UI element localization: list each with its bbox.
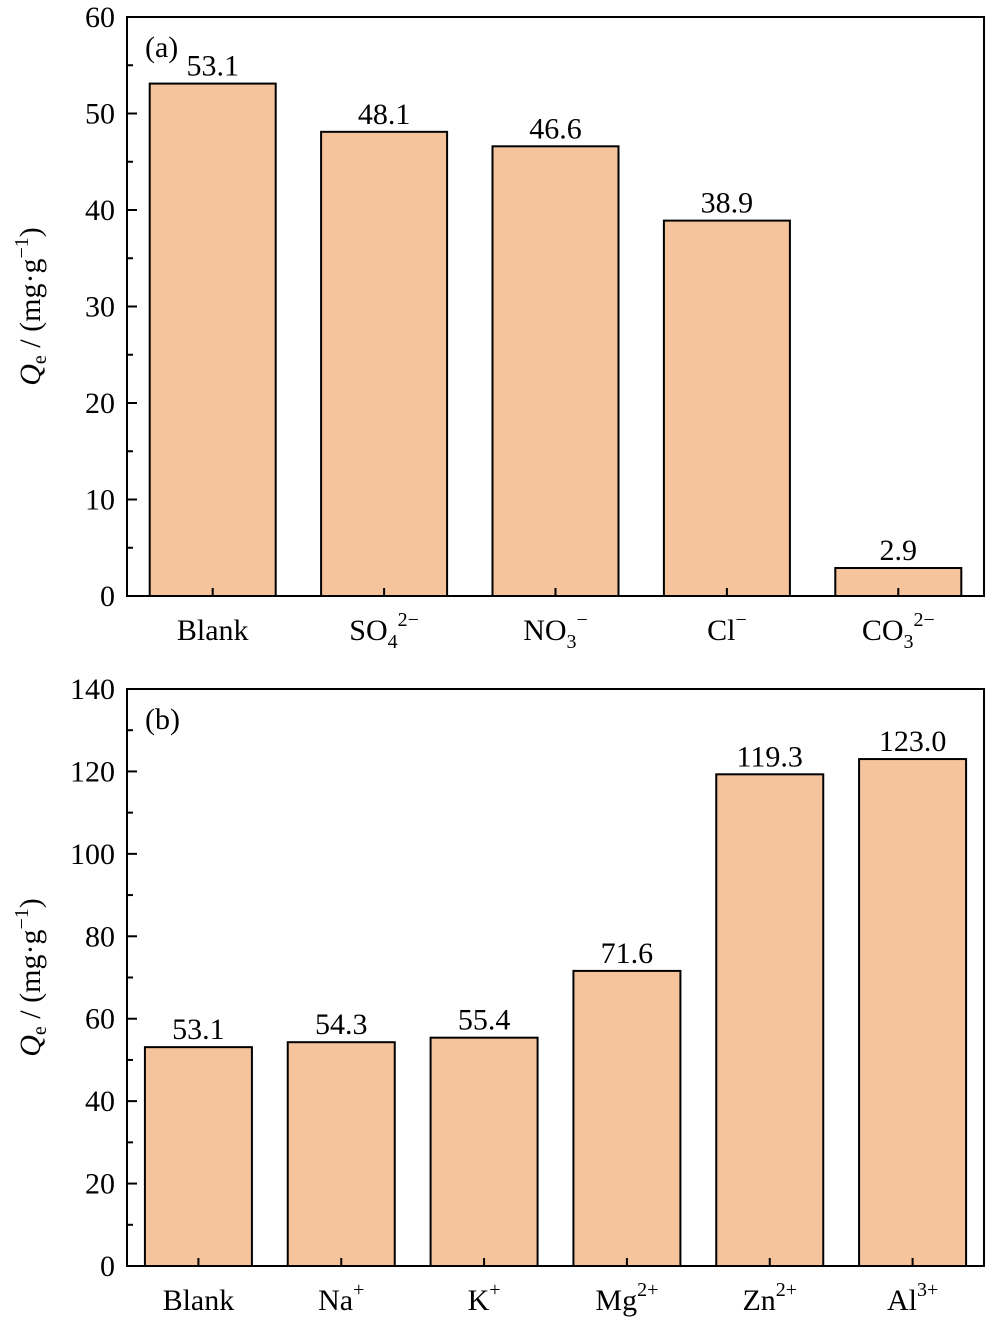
bar [858,758,968,1267]
y-tick-label: 140 [70,673,115,706]
chart-panel-1: 0 10 20 30 40 50 60 53.1 Blank 48.1 SO42− 46.6 NO3− 3… [11,1,985,653]
y-tick-label: 10 [85,484,115,517]
bar [491,145,620,597]
bar [286,1041,396,1267]
x-tick-label: Cl− [707,609,747,647]
bar [572,969,682,1267]
y-axis-title: Qe / (mg·g−1) [11,898,51,1057]
y-tick-label: 80 [85,920,115,953]
y-tick-label: 50 [85,98,115,131]
data-label: 2.9 [880,534,918,567]
y-tick-label: 40 [85,194,115,227]
bar [320,130,449,598]
y-tick-label: 60 [85,1003,115,1036]
x-tick-label: Zn2+ [742,1279,797,1317]
x-tick-label: NO3− [523,609,588,653]
bar [662,219,791,598]
x-tick-label: CO32− [862,609,935,653]
x-tick-label: SO42− [349,609,419,653]
x-tick-label: Na+ [318,1279,364,1317]
y-tick-label: 0 [100,1250,115,1283]
y-axis-title: Qe / (mg·g−1) [11,227,51,386]
data-label: 71.6 [601,937,654,970]
x-tick-label: Blank [163,1284,235,1317]
data-label: 123.0 [879,725,947,758]
y-tick-label: 30 [85,291,115,324]
x-tick-label: K+ [468,1279,501,1317]
data-label: 38.9 [701,187,754,220]
bar [429,1036,539,1267]
x-tick-label: Blank [177,614,249,647]
data-label: 53.1 [172,1013,225,1046]
data-label: 55.4 [458,1004,511,1037]
y-tick-label: 20 [85,387,115,420]
chart-panel-2: 0 20 40 60 80 100 120 140 53.1 Blank 54.3 Na+ 55.4 K+… [11,673,985,1317]
y-tick-label: 40 [85,1085,115,1118]
data-label: 48.1 [358,98,411,131]
bar [143,1046,253,1267]
x-tick-label: Al3+ [887,1279,938,1317]
data-label: 46.6 [529,112,582,145]
panel-label: (b) [145,703,180,736]
panel-label: (a) [145,31,178,64]
data-label: 119.3 [737,740,803,773]
y-tick-label: 20 [85,1168,115,1201]
y-tick-label: 120 [70,755,115,788]
y-tick-label: 100 [70,838,115,871]
data-label: 53.1 [186,50,239,83]
bar [715,773,825,1268]
x-tick-label: Mg2+ [595,1279,658,1317]
y-tick-label: 0 [100,580,115,613]
y-tick-label: 60 [85,1,115,34]
data-label: 54.3 [315,1008,368,1041]
plot-frame [126,688,985,1267]
bar [148,82,277,597]
